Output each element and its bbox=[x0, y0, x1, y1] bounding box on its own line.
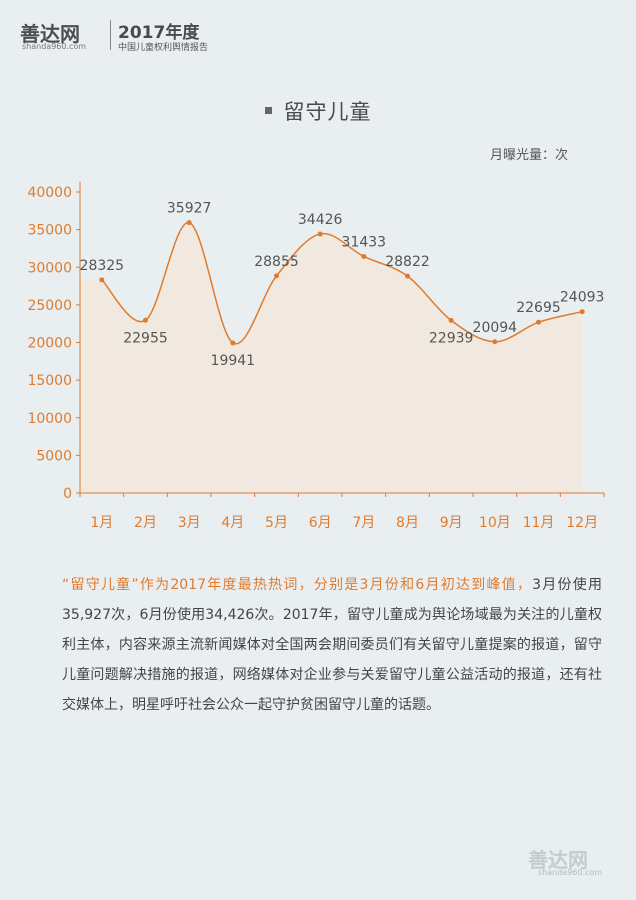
data-label: 22955 bbox=[123, 330, 168, 346]
x-tick-label: 12月 bbox=[566, 515, 598, 531]
x-tick-label: 10月 bbox=[479, 515, 511, 531]
data-label: 28325 bbox=[80, 258, 125, 274]
data-point bbox=[536, 319, 541, 325]
area-fill bbox=[80, 222, 583, 493]
y-tick-label: 25000 bbox=[27, 298, 72, 314]
site-logo[interactable]: 善达网 bbox=[20, 22, 80, 46]
chart-series bbox=[99, 220, 585, 346]
x-tick-label: 2月 bbox=[134, 515, 157, 531]
y-tick-label: 5000 bbox=[36, 448, 72, 464]
x-tick-label: 7月 bbox=[352, 515, 375, 531]
data-label: 20094 bbox=[473, 320, 518, 336]
y-tick-label: 0 bbox=[63, 486, 72, 502]
chart-title-wrap: 留守儿童 bbox=[0, 96, 636, 126]
data-point bbox=[186, 220, 192, 226]
highlight-sentence: “留守儿童”作为2017年度最热热词，分别是3月份和6月初达到峰值， bbox=[62, 577, 533, 593]
site-logo-url: shanda960.com bbox=[22, 42, 87, 51]
x-tick-label: 9月 bbox=[440, 515, 463, 531]
data-point bbox=[448, 317, 454, 323]
title-bullet-icon bbox=[264, 106, 272, 114]
data-label: 24093 bbox=[560, 290, 605, 306]
data-point bbox=[361, 253, 367, 259]
data-label: 28855 bbox=[254, 254, 299, 270]
x-tick-label: 8月 bbox=[396, 515, 419, 531]
line-chart: 0 5000 10000 15000 20000 25000 30000 35000 40000… bbox=[27, 182, 605, 531]
data-point bbox=[230, 340, 236, 346]
y-tick-label: 40000 bbox=[27, 185, 72, 201]
y-tick-label: 30000 bbox=[27, 260, 72, 276]
x-tick-label: 6月 bbox=[309, 515, 332, 531]
watermark-logo: 善达网 bbox=[528, 848, 588, 872]
y-tick-label: 10000 bbox=[27, 411, 72, 427]
report-name: 中国儿童权利舆情报告 bbox=[118, 43, 209, 53]
chart-labels: 28325 22955 35927 19941 28855 34426 31433 28822… bbox=[80, 201, 605, 369]
chart-axes: 0 5000 10000 15000 20000 25000 30000 35000 40000… bbox=[27, 182, 605, 531]
x-tick-label: 5月 bbox=[265, 515, 288, 531]
data-point bbox=[143, 317, 148, 323]
data-label: 22695 bbox=[516, 300, 561, 316]
x-tick-label: 4月 bbox=[221, 515, 244, 531]
y-tick-label: 35000 bbox=[27, 223, 72, 239]
x-tick-label: 3月 bbox=[178, 515, 201, 531]
x-tick-label: 11月 bbox=[523, 515, 555, 531]
body-paragraph: “留守儿童”作为2017年度最热热词，分别是3月份和6月初达到峰值，3月份使用3… bbox=[62, 570, 602, 720]
data-point bbox=[492, 339, 498, 345]
watermark-url: shanda960.com bbox=[538, 868, 603, 877]
data-point bbox=[579, 309, 585, 315]
x-tick-label: 1月 bbox=[90, 515, 113, 531]
unit-label: 月曝光量：次 bbox=[490, 148, 569, 163]
data-label: 22939 bbox=[429, 330, 474, 346]
y-tick-label: 20000 bbox=[27, 336, 72, 352]
chart-fill-layer bbox=[80, 222, 583, 493]
report-year: 2017年度 bbox=[118, 23, 200, 43]
data-label: 19941 bbox=[211, 353, 256, 369]
header-divider bbox=[110, 20, 111, 50]
data-point bbox=[405, 273, 410, 279]
chart-title: 留守儿童 bbox=[283, 100, 372, 124]
data-label: 31433 bbox=[342, 234, 387, 250]
y-tick-label: 15000 bbox=[27, 373, 72, 389]
data-label: 35927 bbox=[167, 201, 212, 217]
data-point bbox=[99, 277, 105, 283]
data-label: 28822 bbox=[385, 254, 430, 270]
body-sentence: 3月份使用35,927次，6月份使用34,426次。2017年，留守儿童成为舆论… bbox=[62, 577, 602, 713]
data-point bbox=[274, 273, 279, 279]
data-point bbox=[317, 231, 323, 237]
data-label: 34426 bbox=[298, 212, 343, 228]
